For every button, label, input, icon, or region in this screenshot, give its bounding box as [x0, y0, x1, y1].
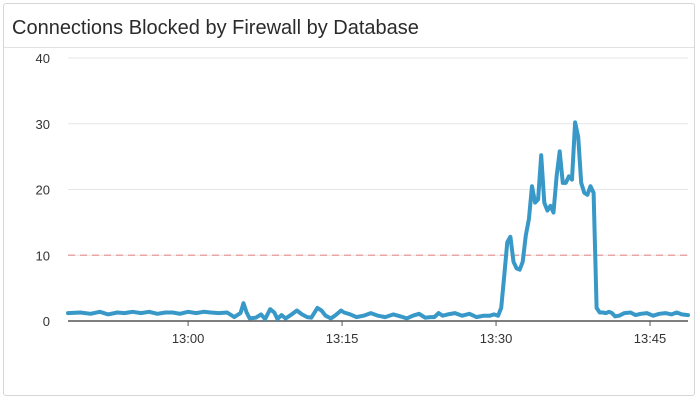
x-tick-label: 13:00	[172, 331, 205, 346]
x-tick-label: 13:45	[634, 331, 667, 346]
y-tick-label: 10	[36, 248, 50, 263]
x-tick-label: 13:30	[480, 331, 513, 346]
grid-lines	[68, 57, 688, 256]
series-layer	[66, 120, 690, 321]
x-axis-labels: 13:00 13:15 13:30 13:45	[172, 321, 666, 346]
y-axis-labels: 0 10 20 30 40	[36, 51, 50, 329]
y-tick-label: 0	[43, 314, 50, 329]
chart-title: Connections Blocked by Firewall by Datab…	[12, 17, 419, 39]
chart-widget: Connections Blocked by Firewall by Datab…	[3, 3, 695, 396]
y-tick-label: 20	[36, 183, 50, 198]
x-tick-label: 13:15	[326, 331, 359, 346]
series-line	[66, 120, 690, 321]
y-tick-label: 30	[36, 117, 50, 132]
y-tick-label: 40	[36, 51, 50, 66]
widget-header: Connections Blocked by Firewall by Datab…	[4, 4, 694, 48]
